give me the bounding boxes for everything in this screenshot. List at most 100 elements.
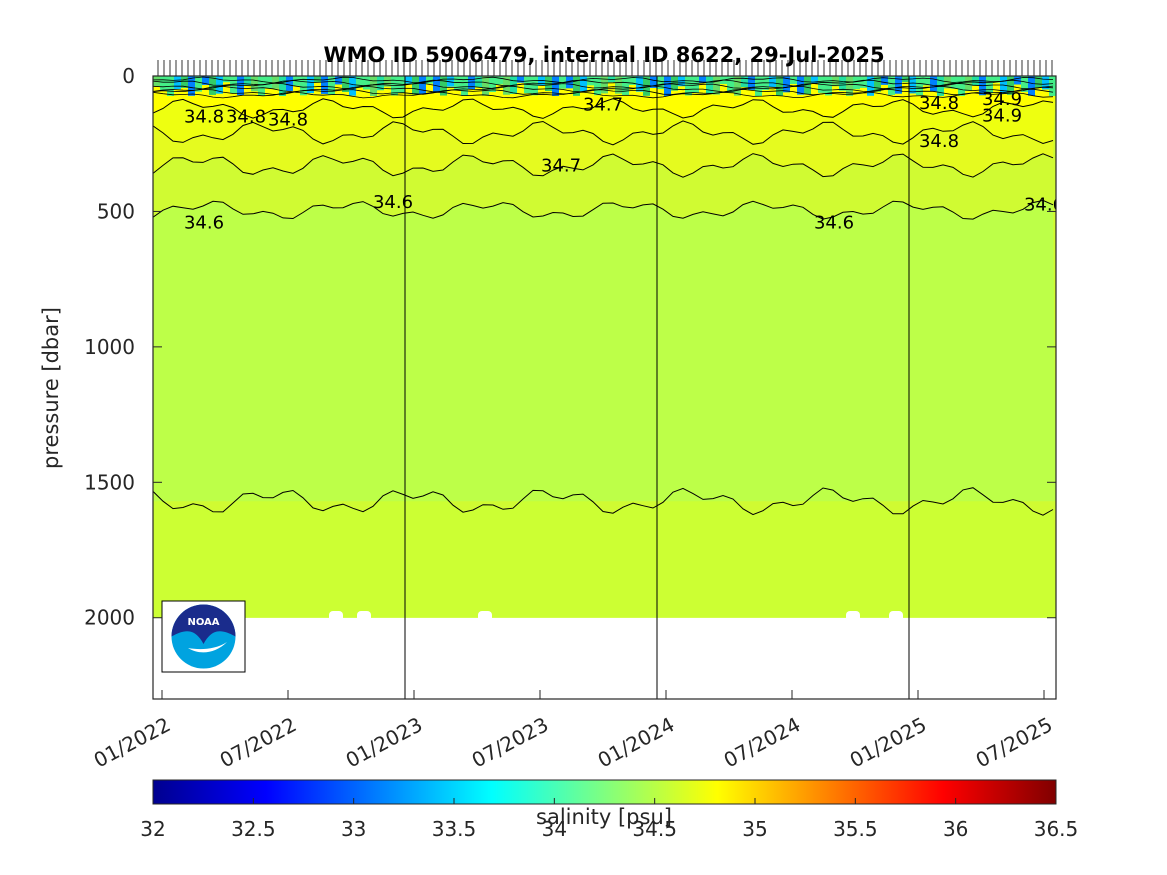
contour-line-surface xyxy=(153,91,1054,99)
svg-text:NOAA: NOAA xyxy=(187,617,219,628)
contour-line xyxy=(153,487,1054,516)
surface-cell xyxy=(1007,76,1014,95)
data-gap xyxy=(889,610,903,625)
surface-cell xyxy=(636,76,643,92)
y-tick-label: 500 xyxy=(97,199,135,223)
surface-cell xyxy=(713,76,720,95)
surface-cell xyxy=(727,76,734,93)
surface-cell xyxy=(965,76,972,92)
x-tick-label: 07/2022 xyxy=(216,712,301,772)
contour-label: 34.8 xyxy=(268,109,308,130)
surface-cell xyxy=(650,76,657,88)
surface-cell xyxy=(447,76,454,87)
surface-cell xyxy=(1035,76,1042,88)
surface-cell xyxy=(349,76,356,96)
surface-cell xyxy=(587,76,594,86)
colorbar-tick-label: 35 xyxy=(742,817,767,841)
surface-cell xyxy=(888,76,895,95)
colorbar-tick-label: 33 xyxy=(341,817,366,841)
contour-line-surface xyxy=(153,82,1054,90)
contour-label: 34.7 xyxy=(541,155,581,176)
surface-cell xyxy=(482,76,489,96)
surface-cell xyxy=(706,76,713,95)
contour-label: 34.8 xyxy=(226,107,266,128)
surface-cell xyxy=(755,76,762,96)
x-tick-label: 07/2024 xyxy=(720,712,805,772)
chart-title: WMO ID 5906479, internal ID 8622, 29-Jul… xyxy=(323,43,884,67)
surface-cell xyxy=(622,76,629,95)
salinity-field xyxy=(153,76,1056,699)
surface-cell xyxy=(307,76,314,94)
plot-axes xyxy=(152,60,1057,700)
contour-label: 34.6 xyxy=(1024,195,1064,216)
surface-cell xyxy=(195,76,202,92)
y-axis-label: pressure [dbar] xyxy=(39,307,63,469)
surface-cell xyxy=(601,76,608,94)
surface-cell xyxy=(860,76,867,88)
surface-cell xyxy=(433,76,440,93)
surface-cell xyxy=(916,76,923,96)
surface-cell xyxy=(356,76,363,88)
surface-cell xyxy=(419,76,426,95)
surface-cell xyxy=(741,76,748,88)
surface-cell xyxy=(328,76,335,95)
colorbar-label: salinity [psu] xyxy=(536,805,672,829)
surface-cell xyxy=(454,76,461,91)
surface-cell xyxy=(300,76,307,96)
surface-cell xyxy=(517,76,524,83)
surface-cell xyxy=(160,76,167,91)
surface-cell xyxy=(853,76,860,90)
surface-cell xyxy=(1028,76,1035,96)
contour-label: 34.7 xyxy=(583,94,623,115)
colorbar-tick-label: 32.5 xyxy=(231,817,276,841)
contour-line-surface xyxy=(153,88,1054,96)
surface-cell xyxy=(223,76,230,83)
contour-label: 34.9 xyxy=(982,89,1022,110)
y-tick-label: 2000 xyxy=(84,606,135,630)
contour-label: 34.8 xyxy=(919,93,959,114)
surface-cell xyxy=(321,76,328,94)
surface-cell xyxy=(426,76,433,84)
surface-cell xyxy=(895,76,902,94)
surface-cell xyxy=(748,76,755,90)
colorbar-tick-label: 33.5 xyxy=(432,817,477,841)
surface-cell xyxy=(699,76,706,84)
surface-cell xyxy=(363,76,370,90)
contour-label: 34.9 xyxy=(982,105,1022,126)
colorbar-tick-label: 32 xyxy=(140,817,165,841)
surface-cell xyxy=(286,76,293,91)
surface-cell xyxy=(664,76,671,96)
surface-cell xyxy=(209,76,216,95)
surface-cell xyxy=(615,76,622,94)
x-axis: 01/2022 07/2022 01/2023 07/2023 01/2024 07/20… xyxy=(90,690,1056,772)
surface-cell xyxy=(174,76,181,90)
surface-cell xyxy=(594,76,601,96)
colorbar-tick-label: 36.5 xyxy=(1034,817,1079,841)
surface-cell xyxy=(440,76,447,96)
surface-cell xyxy=(181,76,188,88)
colorbar-gradient xyxy=(152,779,1057,805)
surface-cell xyxy=(783,76,790,93)
contour-line xyxy=(153,98,1054,119)
surface-cell xyxy=(244,76,251,86)
surface-cell xyxy=(958,76,965,96)
surface-cell xyxy=(412,76,419,95)
surface-cell xyxy=(881,76,888,85)
x-tick-label: 01/2023 xyxy=(342,712,427,772)
surface-cell xyxy=(944,76,951,89)
surface-cell xyxy=(825,76,832,96)
surface-cell xyxy=(377,76,384,91)
y-tick-label: 1000 xyxy=(84,335,135,359)
surface-cell xyxy=(874,76,881,92)
contour-line xyxy=(153,120,1054,146)
surface-cell xyxy=(909,76,916,94)
x-tick-label: 07/2023 xyxy=(468,712,553,772)
surface-cell xyxy=(993,76,1000,83)
surface-cell xyxy=(405,76,412,84)
x-tick-label: 01/2024 xyxy=(594,712,679,772)
surface-cell xyxy=(1014,76,1021,85)
contour-label: 34.6 xyxy=(814,212,854,233)
surface-cell xyxy=(335,76,342,85)
surface-cell xyxy=(811,76,818,84)
